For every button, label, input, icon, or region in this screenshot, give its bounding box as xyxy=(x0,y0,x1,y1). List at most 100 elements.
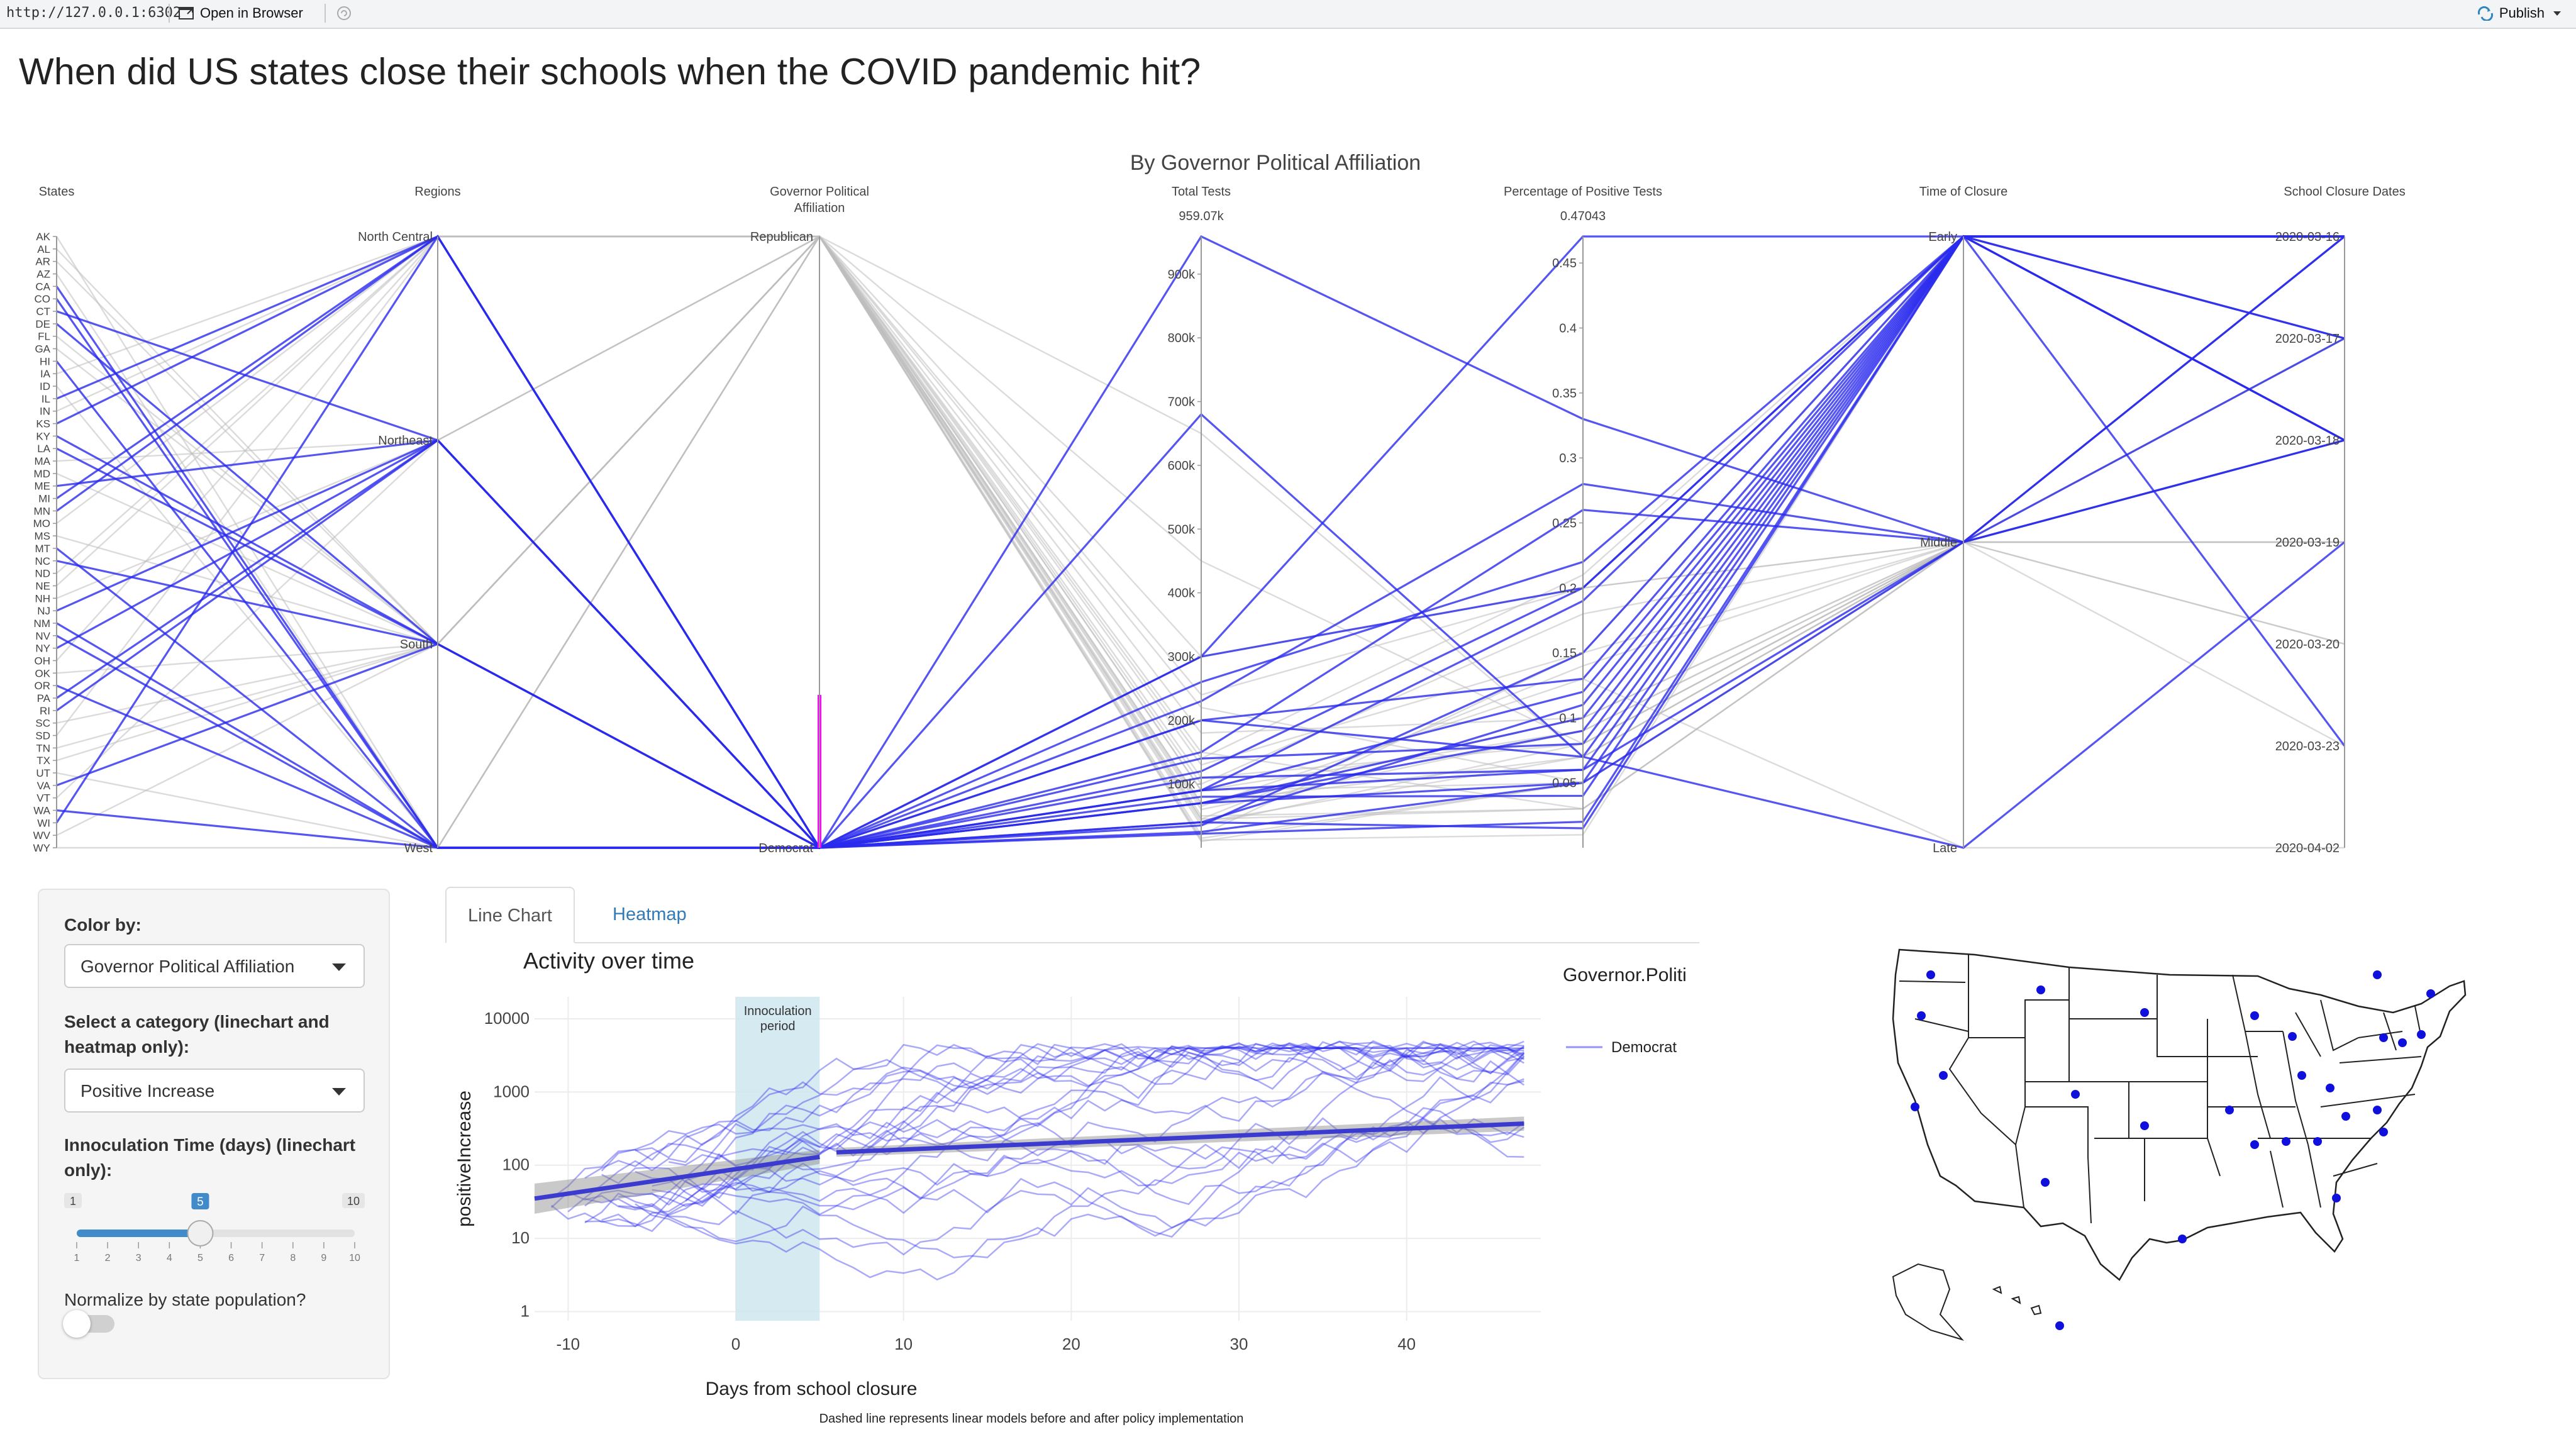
toolbar-separator xyxy=(169,4,170,23)
category-label-line: heatmap only): xyxy=(64,1037,190,1057)
pc-tick-label: 2020-03-18 xyxy=(2275,434,2340,448)
state-marker xyxy=(1911,1102,1919,1111)
state-series-line xyxy=(601,1041,1524,1172)
x-tick-label: 40 xyxy=(1397,1335,1416,1353)
pc-tick-label: Republican xyxy=(750,230,813,244)
pc-tick-label: 0.3 xyxy=(1559,452,1577,465)
state-marker xyxy=(2426,989,2435,998)
pc-axis-max-label: 0.47043 xyxy=(1560,209,1606,223)
state-marker xyxy=(2225,1106,2234,1114)
pc-tick-label: MI xyxy=(38,493,50,505)
state-border xyxy=(2282,1031,2309,1145)
state-marker xyxy=(2282,1137,2290,1146)
pc-tick-label: CA xyxy=(35,280,50,292)
pc-tick-label: MT xyxy=(35,543,50,555)
pc-tick-label: GA xyxy=(35,343,50,355)
state-marker xyxy=(2140,1008,2149,1017)
refresh-icon[interactable] xyxy=(335,4,353,23)
y-tick-label: 10000 xyxy=(484,1009,530,1028)
pc-tick-label: DE xyxy=(35,318,50,330)
pc-tick-label: AZ xyxy=(36,269,50,280)
slider-label: Innoculation Time (days) (linechart only… xyxy=(64,1133,355,1183)
innoculation-time-slider[interactable]: 1 10 5 1 2 3 4 5 6 7 8 9 10 xyxy=(64,1192,366,1267)
pc-tick-label: 0.05 xyxy=(1552,777,1577,791)
state-marker xyxy=(2326,1084,2334,1092)
x-tick-label: 20 xyxy=(1062,1335,1080,1353)
state-border xyxy=(2270,1150,2284,1208)
pc-tick-label: ME xyxy=(35,480,51,492)
activity-line-chart: Activity over time 10000 1000 100 10 1 -10 0 10 2… xyxy=(454,948,1687,1426)
pc-tick-label: 100k xyxy=(1168,778,1196,792)
pc-tick-label: North Central xyxy=(358,230,433,244)
state-border xyxy=(2025,1106,2092,1224)
normalize-toggle[interactable] xyxy=(63,1310,118,1338)
open-in-browser-label: Open in Browser xyxy=(200,5,303,21)
pc-tick-label: SC xyxy=(35,718,50,730)
state-series-line xyxy=(550,1052,1525,1256)
state-marker xyxy=(2055,1321,2064,1330)
state-marker xyxy=(2341,1112,2350,1121)
state-border xyxy=(2320,999,2359,1052)
open-in-browser-button[interactable]: Open in Browser xyxy=(179,4,303,23)
state-series-line xyxy=(652,1040,1524,1187)
x-tick-label: 30 xyxy=(1230,1335,1248,1353)
pc-axis-label: Affiliation xyxy=(794,201,845,215)
slider-tick-label: 2 xyxy=(105,1253,111,1263)
pc-tick-label: AL xyxy=(37,243,50,255)
legend-title: Governor.Politi xyxy=(1563,965,1687,985)
hawaii-outline xyxy=(1992,1285,2042,1316)
y-tick-label: 1000 xyxy=(493,1082,530,1101)
state-marker xyxy=(2071,1090,2080,1099)
tab-heatmap[interactable]: Heatmap xyxy=(613,904,687,924)
normalize-label: Normalize by state population? xyxy=(64,1290,306,1309)
parallel-chart-title: By Governor Political Affiliation xyxy=(1130,151,1421,175)
url-text: http://127.0.0.1:6302 xyxy=(6,5,182,21)
state-marker xyxy=(2417,1030,2426,1039)
chevron-down-icon xyxy=(2553,11,2561,16)
x-tick-label: 10 xyxy=(894,1335,913,1353)
state-border xyxy=(2232,974,2283,1032)
slider-tick-label: 9 xyxy=(321,1253,326,1263)
state-border xyxy=(2339,1056,2422,1063)
pc-tick-label: WV xyxy=(33,830,51,841)
pc-axis-label: Percentage of Positive Tests xyxy=(1504,185,1662,199)
state-marker xyxy=(2373,970,2382,979)
slider-max-badge xyxy=(342,1193,365,1208)
state-series-line xyxy=(685,1040,1524,1202)
pc-tick-label: KS xyxy=(36,418,50,430)
pc-tick-label: RI xyxy=(40,705,50,717)
browser-window-icon xyxy=(179,7,194,19)
pc-tick-label: 2020-04-02 xyxy=(2275,841,2340,855)
state-border xyxy=(1899,980,1966,983)
pc-tick-label: 0.1 xyxy=(1559,711,1577,725)
category-select[interactable]: Positive Increase xyxy=(64,1069,365,1113)
pc-tick-label: NE xyxy=(35,580,50,592)
pc-tick-label: CT xyxy=(36,306,50,318)
pc-axis-label: States xyxy=(39,185,75,199)
state-series-line xyxy=(652,1043,1524,1194)
pc-tick-label: 200k xyxy=(1168,714,1196,728)
category-label: Select a category (linechart and heatmap… xyxy=(64,1009,330,1060)
color-by-label: Color by: xyxy=(64,915,142,935)
parallel-coordinates-chart: By Governor Political Affiliation States R… xyxy=(33,151,2406,855)
state-marker xyxy=(2250,1140,2259,1149)
pc-tick-label: Middle xyxy=(1920,536,1957,550)
slider-handle xyxy=(187,1220,214,1246)
state-border xyxy=(2245,1031,2271,1139)
pc-tick-label: MD xyxy=(34,468,50,480)
pc-tick-label: 400k xyxy=(1168,587,1196,601)
publish-button[interactable]: Publish xyxy=(2477,3,2561,23)
pc-tick-label: MN xyxy=(34,505,50,517)
state-series-line xyxy=(685,1042,1525,1182)
category-label-line: Select a category (linechart and xyxy=(64,1012,330,1031)
tab-line-chart[interactable]: Line Chart xyxy=(445,887,575,943)
state-marker xyxy=(2041,1178,2050,1187)
state-border xyxy=(1914,1018,1969,1032)
pc-tick-label: OK xyxy=(35,667,50,679)
state-marker xyxy=(2313,1137,2322,1146)
pc-tick-label: IL xyxy=(42,393,50,405)
color-by-select[interactable]: Governor Political Affiliation xyxy=(64,944,365,988)
y-axis-title: positiveIncrease xyxy=(454,1091,475,1227)
pc-tick-label: West xyxy=(404,841,433,855)
pc-axis-label: Regions xyxy=(414,185,460,199)
